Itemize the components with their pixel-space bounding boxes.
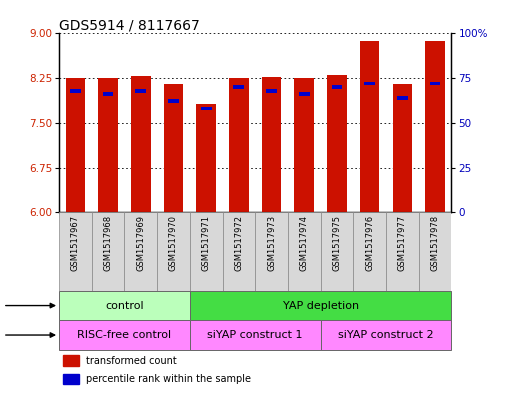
Bar [59,320,190,350]
Text: GSM1517976: GSM1517976 [365,215,374,272]
Text: GSM1517975: GSM1517975 [332,215,342,271]
Bar [321,320,451,350]
Bar [63,373,78,384]
Bar [360,41,380,212]
Bar [70,89,81,93]
Bar [223,212,255,291]
Bar [397,96,408,100]
Bar [331,85,342,89]
Bar [92,212,125,291]
Text: GSM1517978: GSM1517978 [430,215,440,272]
Text: GSM1517967: GSM1517967 [71,215,80,272]
Text: RISC-free control: RISC-free control [77,330,171,340]
Text: GSM1517972: GSM1517972 [234,215,243,271]
Text: transformed count: transformed count [87,356,177,366]
Text: GDS5914 / 8117667: GDS5914 / 8117667 [59,18,200,32]
Bar [430,81,441,85]
Text: GSM1517974: GSM1517974 [300,215,309,271]
Bar [255,212,288,291]
Text: GSM1517969: GSM1517969 [136,215,145,271]
Bar [135,89,146,93]
Bar [66,78,85,212]
Bar [201,107,211,110]
Bar [98,78,118,212]
Text: siYAP construct 1: siYAP construct 1 [207,330,303,340]
Bar [364,81,375,85]
Text: YAP depletion: YAP depletion [283,301,359,310]
Text: control: control [105,301,144,310]
Bar [321,212,353,291]
Bar [131,76,150,212]
Bar [168,99,179,103]
Bar [419,212,451,291]
Text: agent: agent [0,330,55,340]
Bar [59,212,92,291]
Bar [124,212,157,291]
Bar [190,291,451,320]
Text: GSM1517973: GSM1517973 [267,215,276,272]
Bar [190,212,223,291]
Text: siYAP construct 2: siYAP construct 2 [338,330,434,340]
Bar [233,85,244,89]
Bar [157,212,190,291]
Bar [59,291,190,320]
Bar [386,212,419,291]
Text: GSM1517971: GSM1517971 [202,215,211,271]
Text: GSM1517970: GSM1517970 [169,215,178,271]
Bar [353,212,386,291]
Bar [392,84,412,212]
Bar [196,104,216,212]
Bar [229,78,249,212]
Text: percentile rank within the sample: percentile rank within the sample [87,374,251,384]
Bar [63,355,78,366]
Text: GSM1517977: GSM1517977 [398,215,407,272]
Bar [164,84,183,212]
Bar [288,212,321,291]
Text: GSM1517968: GSM1517968 [104,215,112,272]
Bar [299,92,310,96]
Bar [262,77,281,212]
Bar [425,41,445,212]
Text: protocol: protocol [0,301,55,310]
Bar [190,320,321,350]
Bar [266,89,277,93]
Bar [327,75,347,212]
Bar [103,92,113,96]
Bar [294,78,314,212]
